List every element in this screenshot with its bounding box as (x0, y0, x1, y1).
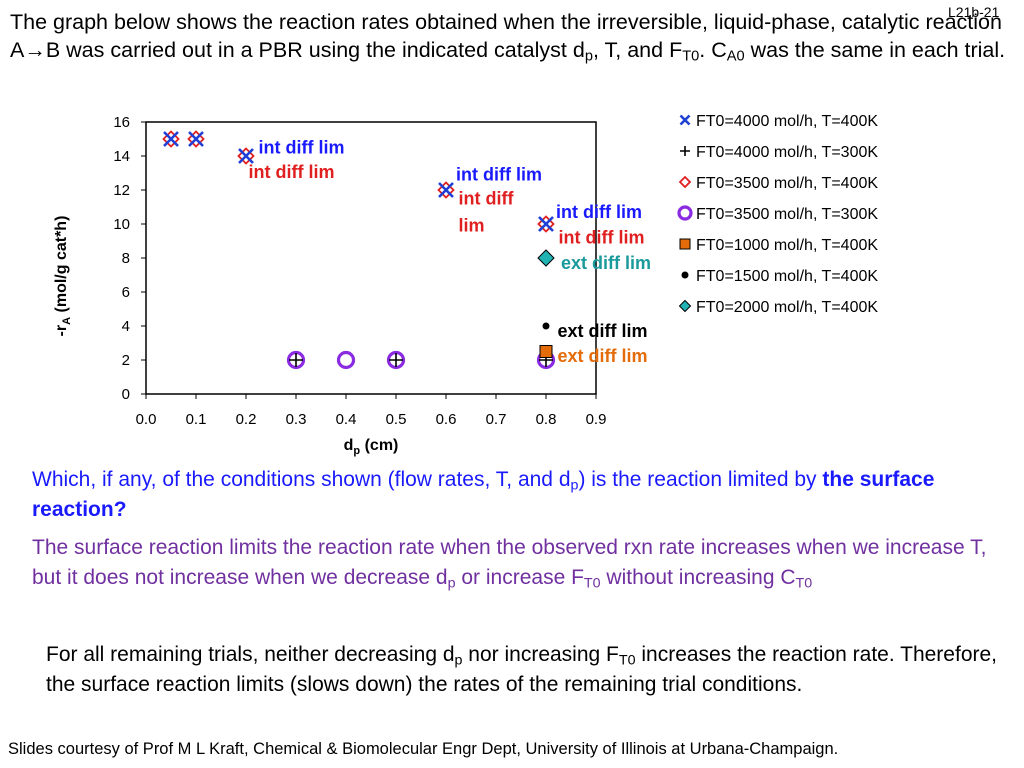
plot-frame (145, 121, 597, 395)
data-point-square (539, 345, 553, 358)
slide-number: L21b-21 (948, 4, 1000, 20)
data-point-circle (542, 322, 550, 330)
legend-marker (679, 238, 691, 250)
x-tick-label: 0.1 (186, 411, 207, 428)
annotation-label: int diff lim (259, 138, 345, 158)
annotation-label: int diff lim (559, 228, 645, 248)
legend: FT0=4000 mol/h, T=400K FT0=4000 mol/h, T=… (677, 113, 878, 316)
annotation-label: ext diff lim (561, 253, 651, 273)
legend-label: FT0=3500 mol/h, T=300K (696, 206, 878, 223)
y-tick-label: 8 (122, 250, 130, 267)
y-tick-label: 4 (122, 318, 130, 335)
annotations: int diff lim int diff lim int diff lim int … (249, 138, 652, 366)
data-point-x (238, 148, 254, 164)
annotation-label: int diff (459, 189, 515, 209)
annotation-label: lim (459, 216, 485, 236)
x-tick-label: 0.4 (336, 411, 357, 428)
legend-marker (678, 299, 692, 313)
rate-vs-particle-size-chart: 0.0 0.1 0.2 0.3 0.4 0.5 0.6 0.7 0.8 0.9 0 2 4 6 8 10 12 1… (53, 113, 878, 457)
legend-label: FT0=4000 mol/h, T=400K (696, 113, 878, 130)
data-point-plus (289, 353, 303, 367)
data-point-x (163, 131, 179, 147)
x-tick-label: 0.9 (586, 411, 607, 428)
footer-credit: Slides courtesy of Prof M L Kraft, Chemi… (8, 740, 839, 758)
data-point-x (538, 216, 554, 232)
data-point-diamond (537, 249, 555, 267)
x-tick-label: 0.3 (286, 411, 307, 428)
data-point-plus (389, 353, 403, 367)
legend-marker (678, 175, 692, 189)
x-tick-label: 0.2 (236, 411, 257, 428)
legend-label: FT0=1000 mol/h, T=400K (696, 237, 878, 254)
y-tick-label: 16 (113, 114, 130, 131)
legend-marker (679, 114, 691, 126)
data-point-diamond-open (537, 215, 555, 233)
y-tick-label: 0 (122, 386, 130, 403)
legend-marker (680, 146, 690, 156)
annotation-label: int diff lim (249, 162, 335, 182)
data-point-x (438, 182, 454, 198)
data-point-circle-open (336, 350, 356, 370)
y-tick-label: 2 (122, 352, 130, 369)
legend-label: FT0=1500 mol/h, T=400K (696, 268, 878, 285)
annotation-label: ext diff lim (558, 321, 648, 341)
x-tick-label: 0.5 (386, 411, 407, 428)
legend-label: FT0=4000 mol/h, T=300K (696, 144, 878, 161)
data-point-diamond-open (437, 181, 455, 199)
annotation-label: ext diff lim (558, 346, 648, 366)
legend-marker (677, 205, 693, 221)
y-tick-label: 14 (113, 148, 130, 165)
plot-area-border (145, 121, 597, 395)
y-tick-label: 12 (113, 182, 130, 199)
x-tick-label: 0.6 (436, 411, 457, 428)
legend-label: FT0=3500 mol/h, T=400K (696, 175, 878, 192)
legend-marker (681, 271, 689, 279)
data-point-circle-open (386, 350, 406, 370)
data-points (162, 130, 556, 370)
annotation-label: int diff lim (556, 202, 642, 222)
y-tick-label: 10 (113, 216, 130, 233)
y-tick-label: 6 (122, 284, 130, 301)
x-tick-label: 0.7 (486, 411, 507, 428)
x-tick-label: 0.0 (136, 411, 157, 428)
data-point-x (188, 131, 204, 147)
data-point-diamond-open (162, 130, 180, 148)
x-axis-label: dp (cm) (344, 437, 399, 457)
data-point-diamond-open (237, 147, 255, 165)
answer-text-1: The surface reaction limits the reaction… (32, 536, 987, 592)
question-text: Which, if any, of the conditions shown (… (32, 468, 935, 521)
legend-label: FT0=2000 mol/h, T=400K (696, 299, 878, 316)
answer-text-2: For all remaining trials, neither decrea… (46, 643, 998, 696)
intro-text: The graph below shows the reaction rates… (10, 10, 1006, 65)
x-tick-label: 0.8 (536, 411, 557, 428)
y-axis-label: -rA (mol/g cat*h) (53, 216, 73, 337)
axis-labels: dp (cm) -rA (mol/g cat*h) (53, 216, 398, 457)
axis-ticks: 0.0 0.1 0.2 0.3 0.4 0.5 0.6 0.7 0.8 0.9 0 2 4 6 8 10 12 1… (113, 114, 606, 428)
data-point-diamond-open (187, 130, 205, 148)
data-point-circle-open (286, 350, 306, 370)
annotation-label: int diff lim (456, 165, 542, 185)
